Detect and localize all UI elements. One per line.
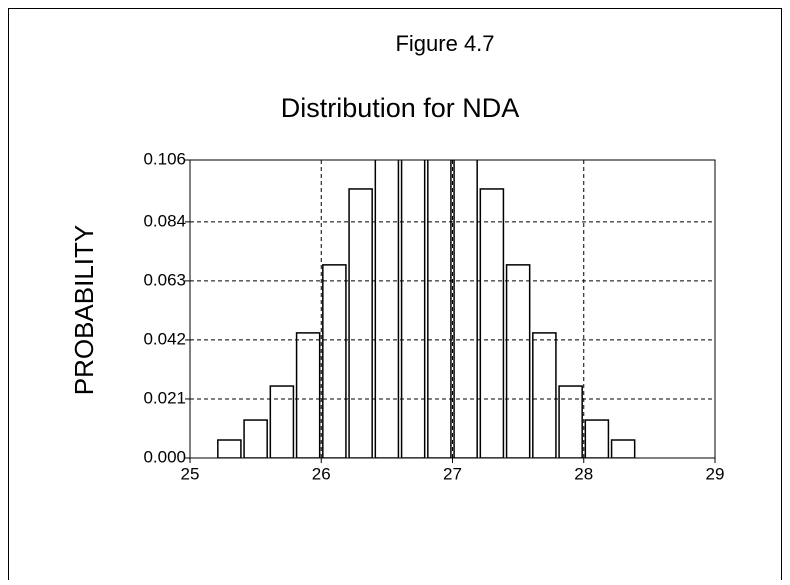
bar bbox=[610, 439, 636, 458]
bar bbox=[453, 160, 478, 458]
bar bbox=[400, 160, 426, 458]
chart-title: Distribution for NDA bbox=[281, 93, 520, 123]
y-tick-label: 0.000 bbox=[143, 447, 186, 466]
bar bbox=[374, 160, 400, 458]
overlay: 0.000 0.021 0.042 0.063 0.084 0.106 25 26 27 28 29 bbox=[143, 149, 724, 483]
x-tick-label: 28 bbox=[574, 464, 593, 483]
bar bbox=[348, 188, 373, 458]
bar bbox=[217, 439, 242, 458]
x-tick-label: 26 bbox=[312, 464, 331, 483]
bars bbox=[217, 160, 636, 458]
y-tick-label: 0.063 bbox=[143, 270, 186, 289]
figure-label: Figure 4.7 bbox=[395, 31, 494, 56]
bar bbox=[427, 160, 452, 458]
x-tick-label: 29 bbox=[706, 464, 725, 483]
bar bbox=[479, 188, 505, 458]
plot-frame bbox=[189, 159, 716, 459]
bar bbox=[558, 385, 583, 458]
bar bbox=[584, 419, 610, 458]
bar bbox=[322, 264, 347, 458]
x-tick-label: 27 bbox=[443, 464, 462, 483]
bar bbox=[243, 419, 268, 458]
y-tick-label: 0.021 bbox=[143, 388, 186, 407]
y-tick-label: 0.084 bbox=[143, 211, 186, 230]
y-tick-label: 0.042 bbox=[143, 329, 186, 348]
y-tick-label: 0.106 bbox=[143, 149, 186, 168]
x-tick-label: 25 bbox=[181, 464, 200, 483]
bar bbox=[269, 385, 295, 458]
bar bbox=[295, 332, 321, 458]
y-axis-label: PROBABILITY bbox=[69, 225, 99, 396]
bar bbox=[532, 332, 557, 458]
bar bbox=[505, 264, 531, 458]
